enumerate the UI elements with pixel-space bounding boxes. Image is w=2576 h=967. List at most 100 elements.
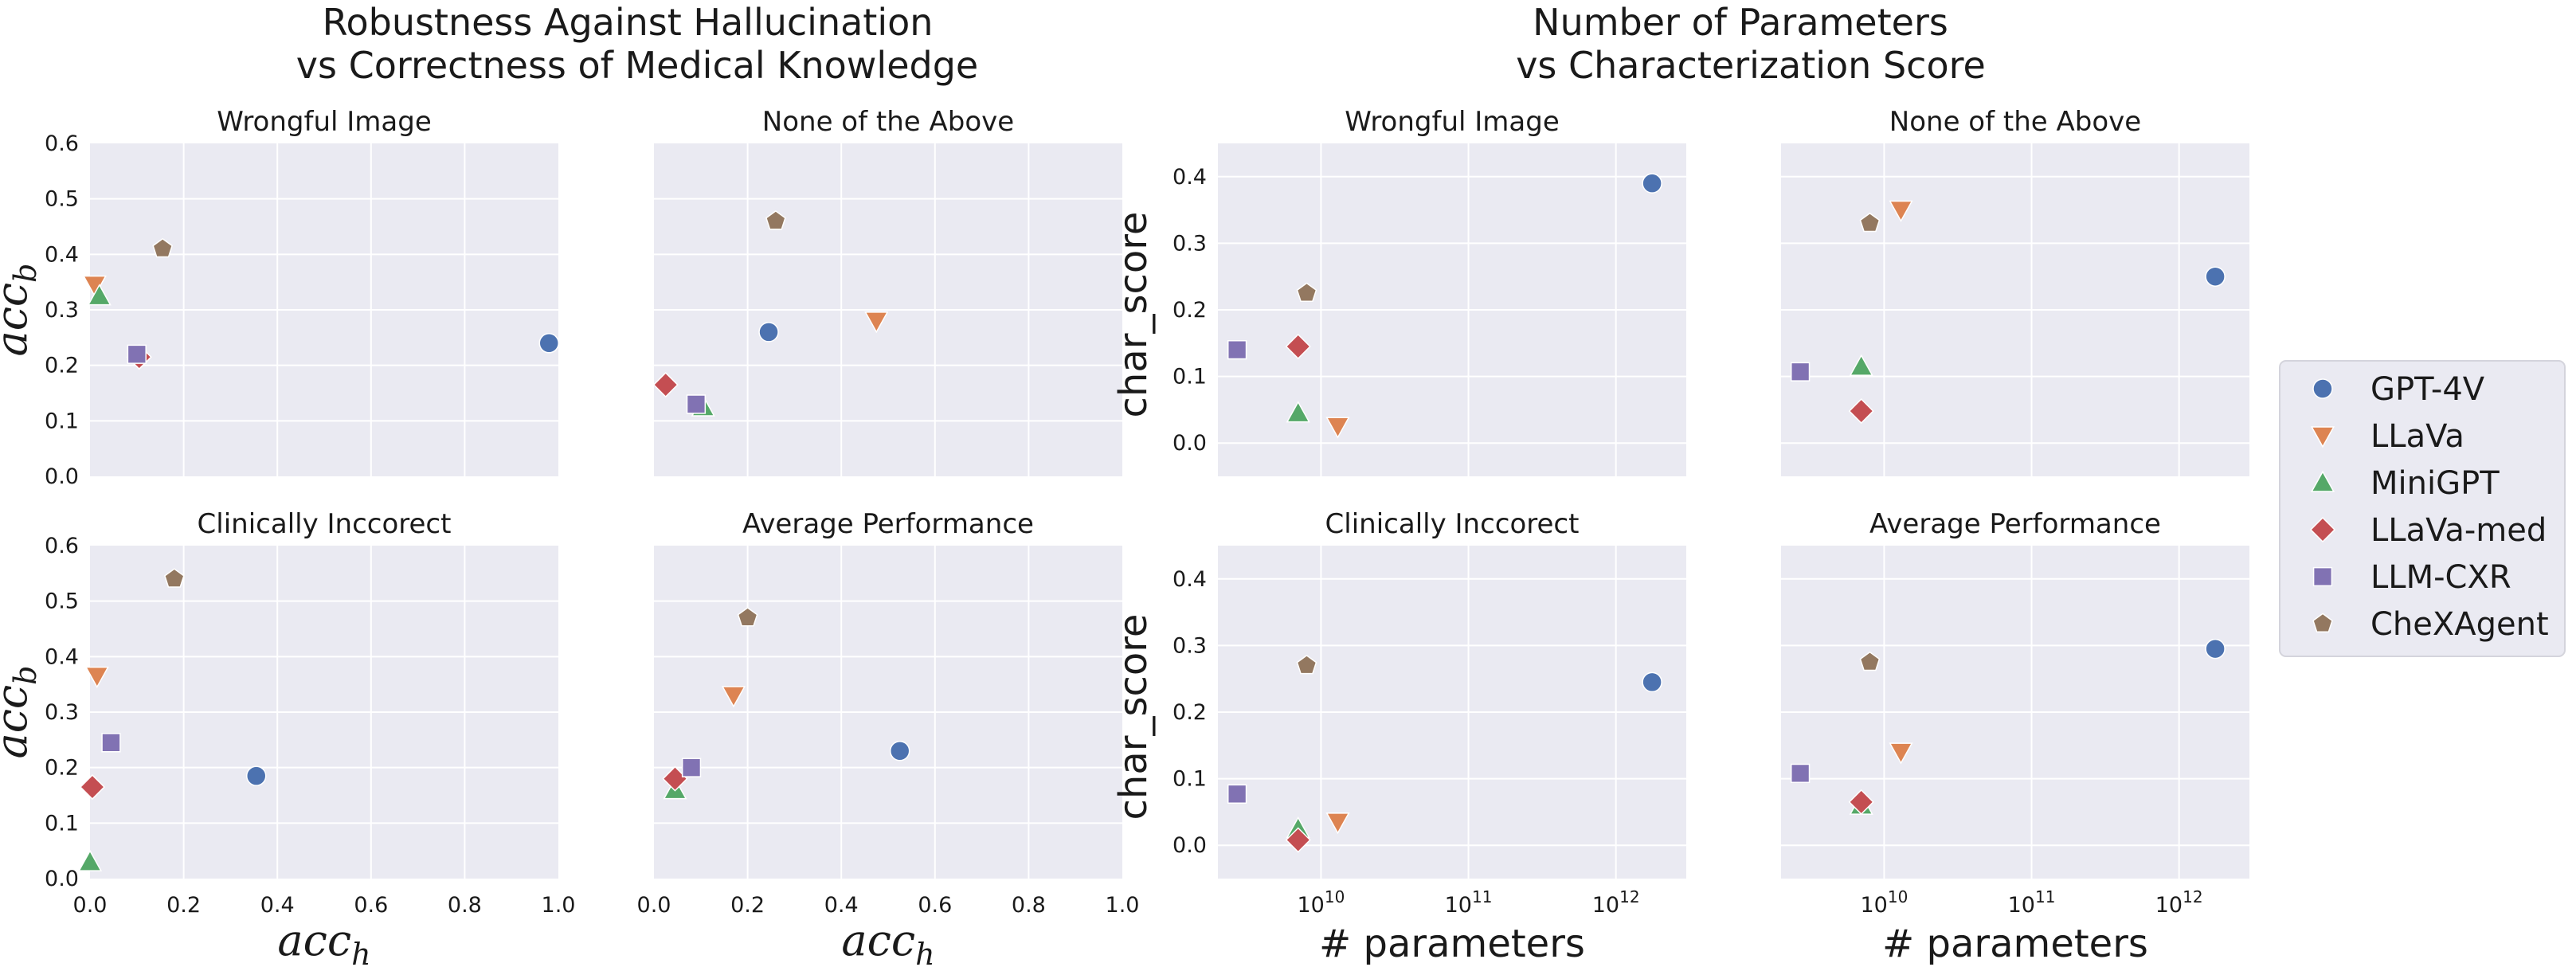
x-axis-label: acch <box>277 915 370 967</box>
panel-left-clin: Clinically Inccorect 0.0 0.1 0.2 0.3 0.4 0.5 0.… <box>0 508 575 967</box>
legend-marker-gpt-4v <box>2312 378 2333 399</box>
x-tick-label: 1010 <box>1860 887 1908 918</box>
legend-marker-llava <box>2310 426 2335 448</box>
y-tick-label: 0.1 <box>45 811 79 836</box>
suptitle-left-line1: Robustness Against Hallucination <box>323 1 934 44</box>
legend-marker-minigpt <box>2310 470 2335 492</box>
x-axis-label: # parameters <box>1319 922 1585 966</box>
x-tick-label: 1.0 <box>1106 893 1140 918</box>
point-gpt-4v <box>538 333 559 354</box>
point-llava <box>84 666 109 689</box>
point-llava <box>1889 742 1913 765</box>
legend-label-gpt-4v: GPT-4V <box>2370 371 2485 408</box>
y-axis-label: accb <box>0 263 43 356</box>
y-tick-label: 0.4 <box>1173 165 1207 190</box>
point-llava-med <box>652 371 679 398</box>
point-chexagent <box>152 237 174 258</box>
legend-marker-llm-cxr <box>2312 566 2333 587</box>
point-chexagent <box>1296 282 1317 303</box>
point-chexagent <box>737 607 758 627</box>
x-tick-label: 0.0 <box>73 893 108 918</box>
panel-title: Average Performance <box>1869 508 2161 540</box>
legend-label-llava-med: LLaVa-med <box>2370 512 2547 549</box>
point-llm-cxr <box>1790 362 1811 382</box>
y-tick-label: 0.6 <box>45 131 79 156</box>
y-tick-label: 0.1 <box>45 409 79 433</box>
legend-box <box>2279 360 2566 657</box>
point-llava-med <box>1848 398 1874 425</box>
x-tick-label: 0.6 <box>918 893 952 918</box>
x-tick-label: 0.8 <box>448 893 482 918</box>
y-tick-label: 0.5 <box>45 187 79 212</box>
panel-right-clin: Clinically Inccorect 0.0 0.1 0.2 0.3 0.4 1010 1… <box>1111 508 1686 966</box>
point-llava-med <box>1848 789 1874 815</box>
y-tick-label: 0.0 <box>45 867 79 891</box>
point-minigpt <box>1286 401 1310 423</box>
x-tick-label: 0.4 <box>824 893 859 918</box>
point-minigpt <box>77 849 103 871</box>
y-tick-label: 0.2 <box>45 756 79 781</box>
x-tick-label: 1012 <box>1592 887 1640 918</box>
panel-title: Average Performance <box>742 508 1034 540</box>
y-axis-label: accb <box>0 665 43 758</box>
panel-title: Wrongful Image <box>1345 106 1560 138</box>
point-llava <box>1325 812 1350 835</box>
legend-marker-llava-med <box>2309 516 2336 543</box>
point-gpt-4v <box>1642 173 1662 194</box>
point-minigpt <box>87 284 112 306</box>
suptitle-right-line2: vs Characterization Score <box>1516 44 1986 87</box>
x-tick-label: 0.0 <box>637 893 671 918</box>
y-tick-label: 0.3 <box>45 700 79 725</box>
y-tick-label: 0.6 <box>45 534 79 558</box>
y-tick-label: 0.4 <box>45 644 79 669</box>
point-gpt-4v <box>2205 266 2226 287</box>
point-chexagent <box>163 568 185 588</box>
point-llava-med <box>1285 333 1311 360</box>
point-gpt-4v <box>245 765 267 786</box>
x-tick-label: 0.4 <box>260 893 295 918</box>
point-chexagent <box>1859 212 1881 233</box>
legend-marker-chexagent <box>2312 613 2333 632</box>
y-tick-label: 0.2 <box>1173 700 1207 725</box>
point-llm-cxr <box>1227 340 1247 360</box>
panel-title: Clinically Inccorect <box>198 508 452 540</box>
point-llava <box>721 686 746 708</box>
point-gpt-4v <box>758 322 779 343</box>
point-llava <box>1889 200 1913 222</box>
panel-right-wrongful: Wrongful Image 0.0 0.1 0.2 0.3 0.4 char_score <box>1111 106 1686 476</box>
y-tick-label: 0.4 <box>1173 567 1207 592</box>
point-chexagent <box>1859 651 1881 671</box>
y-tick-label: 0.0 <box>1173 431 1207 456</box>
x-axis-label: # parameters <box>1882 922 2148 966</box>
point-llava <box>1325 417 1350 439</box>
panel-title: None of the Above <box>1889 106 2141 138</box>
legend-label-chexagent: CheXAgent <box>2370 606 2549 643</box>
x-tick-label: 1011 <box>1445 887 1493 918</box>
y-tick-label: 0.3 <box>1173 231 1207 256</box>
point-llm-cxr <box>101 733 121 753</box>
panel-left-avg: Average Performance 0.0 0.2 0.4 0.6 0.8 1.0 acc… <box>637 508 1140 967</box>
point-chexagent <box>1296 654 1317 675</box>
panel-right-avg: Average Performance 1010 1011 1012# paramet… <box>1781 508 2249 966</box>
point-llm-cxr <box>686 394 707 414</box>
suptitle-left-line2: vs Correctness of Medical Knowledge <box>296 44 978 87</box>
y-axis-label: char_score <box>1111 212 1156 418</box>
y-tick-label: 0.1 <box>1173 767 1207 792</box>
panel-title: Clinically Inccorect <box>1325 508 1580 540</box>
y-tick-label: 0.2 <box>1173 298 1207 323</box>
y-tick-label: 0.1 <box>1173 365 1207 390</box>
point-chexagent <box>765 210 786 230</box>
point-llm-cxr <box>1227 784 1247 804</box>
point-llm-cxr <box>681 758 702 777</box>
legend: GPT-4V LLaVa MiniGPT LLaVa-med LLM-CXR CheXAg… <box>2279 360 2566 657</box>
suptitle-right-line1: Number of Parameters <box>1533 1 1948 44</box>
point-llm-cxr <box>127 344 147 364</box>
legend-label-llava: LLaVa <box>2370 418 2464 455</box>
y-tick-label: 0.3 <box>45 298 79 323</box>
x-tick-label: 1011 <box>2008 887 2056 918</box>
point-gpt-4v <box>889 741 910 761</box>
y-tick-label: 0.2 <box>45 354 79 378</box>
point-gpt-4v <box>1642 671 1662 693</box>
x-tick-label: 0.8 <box>1012 893 1046 918</box>
